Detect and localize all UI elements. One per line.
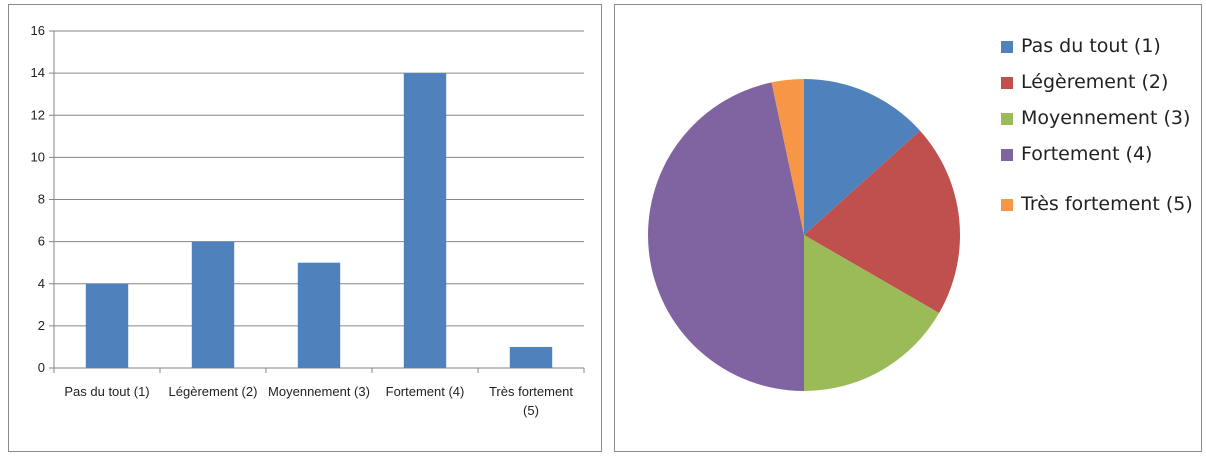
bar [509,346,553,368]
y-tick-label: 8 [38,192,45,207]
legend-swatch [1001,149,1013,161]
pie-slice [771,79,804,235]
x-tick-label: Fortement (4) [386,384,465,399]
pie-slice [804,130,960,313]
pie-chart [648,79,960,392]
x-tick-label: Légèrement (2) [169,384,258,399]
pie-chart-panel: Pas du tout (1) Légèrement (2) Moyennement… [614,4,1202,452]
x-tick-label: Très fortement (5) [489,384,573,418]
legend-label: Légèrement (2) [1021,71,1169,93]
bar-chart: 0 2 4 6 8 10 12 14 16 Pas du tout (1) Légèrement (… [31,23,585,418]
legend-swatch [1001,77,1013,89]
bar [297,262,341,368]
y-tick-label: 12 [31,107,45,122]
legend-label: Fortement (4) [1021,143,1153,165]
legend-label: Très fortement (5) [1021,193,1193,215]
pie-slice [804,79,920,235]
y-tick-label: 6 [38,234,45,249]
bar [85,283,129,368]
legend-item: Moyennement (3) [1001,105,1201,131]
bar-chart-panel: 0 2 4 6 8 10 12 14 16 Pas du tout (1) Légèrement (… [8,4,602,452]
legend-swatch [1001,113,1013,125]
y-tick-label: 0 [38,360,45,375]
legend-item: Légèrement (2) [1001,69,1201,95]
pie-legend: Pas du tout (1) Légèrement (2) Moyennement… [1001,33,1201,217]
pie-slice [804,235,940,391]
legend-item: Très fortement (5) [1001,191,1201,217]
legend-item: Fortement (4) [1001,141,1201,167]
x-tick-label: Moyennement (3) [268,384,370,399]
legend-item: Pas du tout (1) [1001,33,1201,59]
legend-swatch [1001,41,1013,53]
x-tick-label: Pas du tout (1) [64,384,149,399]
y-tick-label: 14 [31,65,45,80]
bar [403,73,447,368]
y-tick-label: 4 [38,276,45,291]
y-tick-label: 16 [31,23,45,38]
y-tick-label: 10 [31,149,45,164]
y-tick-label: 2 [38,318,45,333]
legend-label: Moyennement (3) [1021,107,1191,129]
legend-label: Pas du tout (1) [1021,35,1161,57]
bar [191,241,235,368]
pie-slice [648,82,804,392]
legend-swatch [1001,199,1013,211]
